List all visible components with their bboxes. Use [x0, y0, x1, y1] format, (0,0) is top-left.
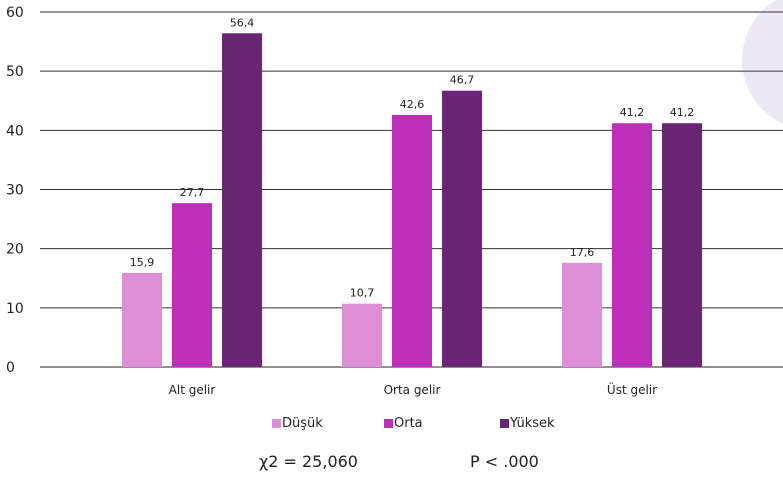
legend-label-dusuk: Düşük [282, 416, 323, 431]
legend-label-orta: Orta [394, 416, 423, 431]
bar-chart: 0 10 20 30 40 50 60 15,9 27,7 56,4 10,7 42,6 46,7 17… [6, 0, 783, 397]
x-tick-label: Alt gelir [169, 383, 216, 397]
legend-item-yuksek: Yüksek [500, 416, 555, 431]
legend: Düşük Orta Yüksek [0, 416, 783, 434]
bar [172, 203, 212, 367]
legend-item-dusuk: Düşük [272, 416, 323, 431]
data-label: 10,7 [350, 287, 375, 300]
y-tick-label: 20 [6, 242, 24, 258]
data-label: 42,6 [400, 98, 425, 111]
data-label: 27,7 [180, 186, 205, 199]
legend-item-orta: Orta [384, 416, 423, 431]
y-tick-label: 60 [6, 5, 24, 21]
data-label: 17,6 [570, 246, 595, 259]
y-tick-label: 10 [6, 301, 24, 317]
y-tick-label: 40 [6, 123, 24, 139]
data-label: 46,7 [450, 74, 475, 87]
x-tick-label: Üst gelir [607, 381, 657, 397]
legend-swatch-orta [384, 419, 393, 428]
y-tick-label: 0 [6, 360, 15, 376]
y-tick-label: 30 [6, 183, 24, 199]
x-axis: Alt gelir Orta gelir Üst gelir [169, 381, 657, 397]
y-tick-label: 50 [6, 64, 24, 80]
x-tick-label: Orta gelir [384, 383, 441, 397]
data-label: 41,2 [620, 106, 645, 119]
bars: 15,9 27,7 56,4 10,7 42,6 46,7 17,6 41,2 41,2 [122, 16, 702, 368]
data-label: 41,2 [670, 106, 695, 119]
bar [442, 90, 482, 368]
bar [122, 272, 162, 367]
chi-square-statistic: χ2 = 25,060 [259, 452, 358, 471]
decorative-circle [742, 0, 783, 124]
bar [562, 262, 602, 367]
data-label: 15,9 [130, 256, 155, 269]
y-axis: 0 10 20 30 40 50 60 [6, 5, 24, 376]
p-value: P < .000 [470, 452, 539, 471]
legend-label-yuksek: Yüksek [510, 416, 555, 431]
bar [662, 123, 702, 367]
legend-swatch-yuksek [500, 419, 509, 428]
bar [612, 123, 652, 367]
bar [342, 303, 382, 367]
data-label: 56,4 [230, 16, 255, 29]
bar [222, 33, 262, 368]
legend-swatch-dusuk [272, 419, 281, 428]
bar [392, 114, 432, 367]
